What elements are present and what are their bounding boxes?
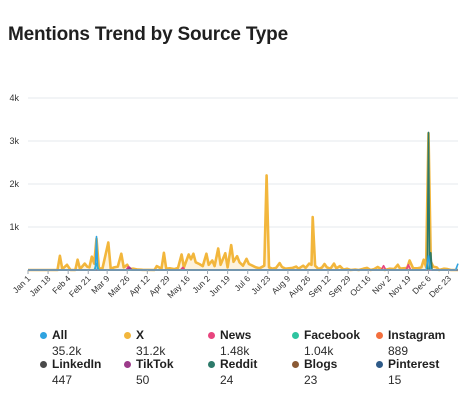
legend-name: Blogs	[304, 357, 338, 371]
legend-value: 24	[220, 373, 234, 387]
legend-item-x[interactable]: X 31.2k	[124, 328, 214, 360]
legend-item-reddit[interactable]: Reddit 24	[208, 357, 298, 389]
x-tick-label: May 16	[165, 273, 192, 300]
legend-name: LinkedIn	[52, 357, 102, 371]
legend-value: 35.2k	[52, 344, 82, 358]
legend-name: Instagram	[388, 328, 446, 342]
legend-item-pinterest[interactable]: Pinterest 15	[376, 357, 464, 389]
x-tick-label: Oct 16	[348, 273, 373, 298]
legend-value: 31.2k	[136, 344, 166, 358]
x-tick-label: Jan 18	[27, 273, 52, 298]
legend-value: 1.48k	[220, 344, 250, 358]
legend-name: X	[136, 328, 145, 342]
legend-name: TikTok	[136, 357, 174, 371]
legend-value: 447	[52, 373, 73, 387]
y-tick-label: 2k	[9, 179, 19, 189]
legend-dot-icon	[124, 332, 131, 339]
legend-value: 889	[388, 344, 409, 358]
legend-dot-icon	[208, 361, 215, 368]
legend-value: 1.04k	[304, 344, 334, 358]
x-tick-label: Feb 21	[67, 273, 93, 299]
series-line-x[interactable]	[28, 132, 458, 272]
legend-name: Pinterest	[388, 357, 440, 371]
legend-dot-icon	[208, 332, 215, 339]
x-tick-label: Dec 23	[427, 273, 453, 299]
y-tick-label: 1k	[9, 222, 19, 232]
x-tick-label: Mar 26	[106, 273, 132, 299]
legend-item-linkedin[interactable]: LinkedIn 447	[40, 357, 130, 389]
legend-dot-icon	[292, 361, 299, 368]
legend-value: 50	[136, 373, 150, 387]
legend-name: News	[220, 328, 252, 342]
y-tick-label: 4k	[9, 93, 19, 103]
legend-item-tiktok[interactable]: TikTok 50	[124, 357, 214, 389]
gridlines	[28, 97, 458, 228]
series-area-x	[28, 133, 458, 270]
series-layer	[28, 131, 459, 272]
y-tick-label: 3k	[9, 136, 19, 146]
x-tick-label: Sep 29	[326, 273, 352, 299]
legend-value: 15	[388, 373, 402, 387]
legend-value: 23	[304, 373, 318, 387]
legend-item-news[interactable]: News 1.48k	[208, 328, 298, 360]
legend-name: Facebook	[304, 328, 361, 342]
legend-dot-icon	[40, 332, 47, 339]
legend-name: All	[52, 328, 68, 342]
x-tick-label: Jun 19	[207, 273, 232, 298]
legend-dot-icon	[124, 361, 131, 368]
chart-title: Mentions Trend by Source Type	[8, 24, 288, 45]
legend-item-instagram[interactable]: Instagram 889	[376, 328, 464, 360]
legend-dot-icon	[376, 332, 383, 339]
x-tick-label: Nov 19	[387, 273, 413, 299]
y-axis: 1k 2k 3k 4k	[9, 93, 19, 232]
legend-item-all[interactable]: All 35.2k	[40, 328, 130, 360]
series-line-reddit[interactable]	[28, 131, 458, 271]
x-tick-label: Apr 12	[127, 273, 152, 298]
legend-item-facebook[interactable]: Facebook 1.04k	[292, 328, 382, 360]
legend-name: Reddit	[220, 357, 258, 371]
legend-dot-icon	[292, 332, 299, 339]
legend-dot-icon	[376, 361, 383, 368]
legend-item-blogs[interactable]: Blogs 23	[292, 357, 382, 389]
legend-dot-icon	[40, 361, 47, 368]
x-tick-label: Jul 23	[249, 273, 272, 296]
series-area-reddit	[28, 132, 458, 270]
